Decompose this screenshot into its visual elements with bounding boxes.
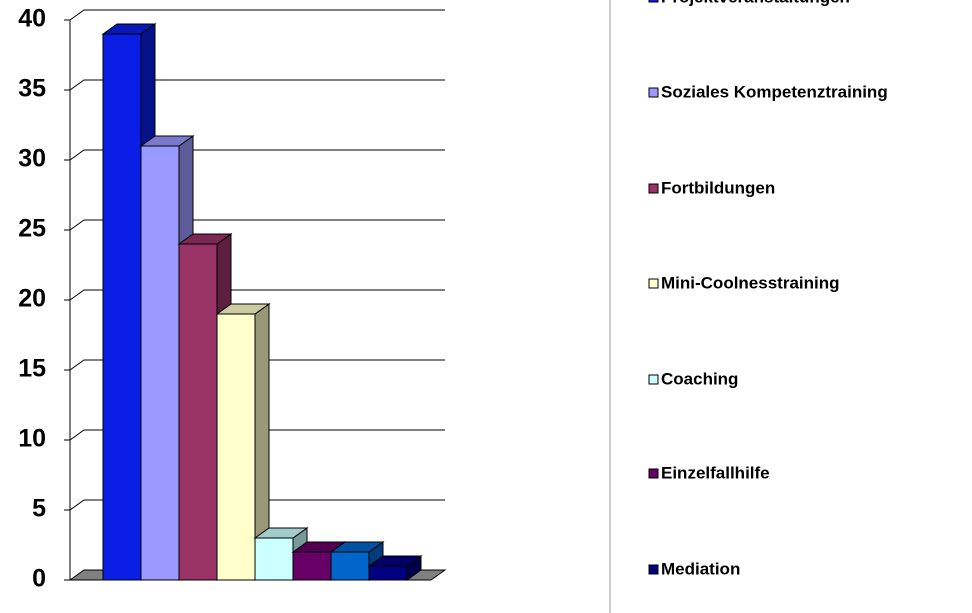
grid-line [69,359,445,371]
legend-label: Fortbildungen [661,178,775,197]
legend-swatch [648,278,659,289]
y-tick-label: 30 [18,145,46,173]
legend-label: Projektveranstaltungen [661,0,850,6]
grid-line [69,429,445,441]
legend-swatch [648,87,659,98]
bar-face [368,565,408,581]
legend-label: Mediation [661,559,740,578]
legend-swatch [648,468,659,479]
grid-line [69,79,445,91]
y-tick-label: 25 [18,215,46,243]
bar [367,555,423,581]
y-tick-label: 0 [32,565,46,593]
legend-swatch [648,0,659,3]
bar-face [330,551,370,581]
bar-face [292,551,332,581]
y-tick-label: 20 [18,285,46,313]
legend-swatch [648,183,659,194]
legend-swatch [648,374,659,385]
legend-label: Einzelfallhilfe [661,463,770,482]
y-tick-label: 35 [18,75,46,103]
legend-label: Coaching [661,369,738,388]
grid-line [69,289,445,301]
legend-swatch [648,564,659,575]
y-tick-label: 5 [32,495,46,523]
grid-line [69,9,445,21]
legend-label: Soziales Kompetenztraining [661,82,888,101]
bar-face [178,243,218,581]
bar-face [102,33,142,581]
bar-face [254,537,294,581]
grid-line [69,499,445,511]
grid-line [69,149,445,161]
y-tick-label: 10 [18,425,46,453]
bar-face [140,145,180,581]
legend-label: Mini-Coolnesstraining [661,273,840,292]
bar-face [216,313,256,581]
y-tick-label: 15 [18,355,46,383]
grid-line [69,219,445,231]
y-tick-label: 40 [18,5,46,33]
